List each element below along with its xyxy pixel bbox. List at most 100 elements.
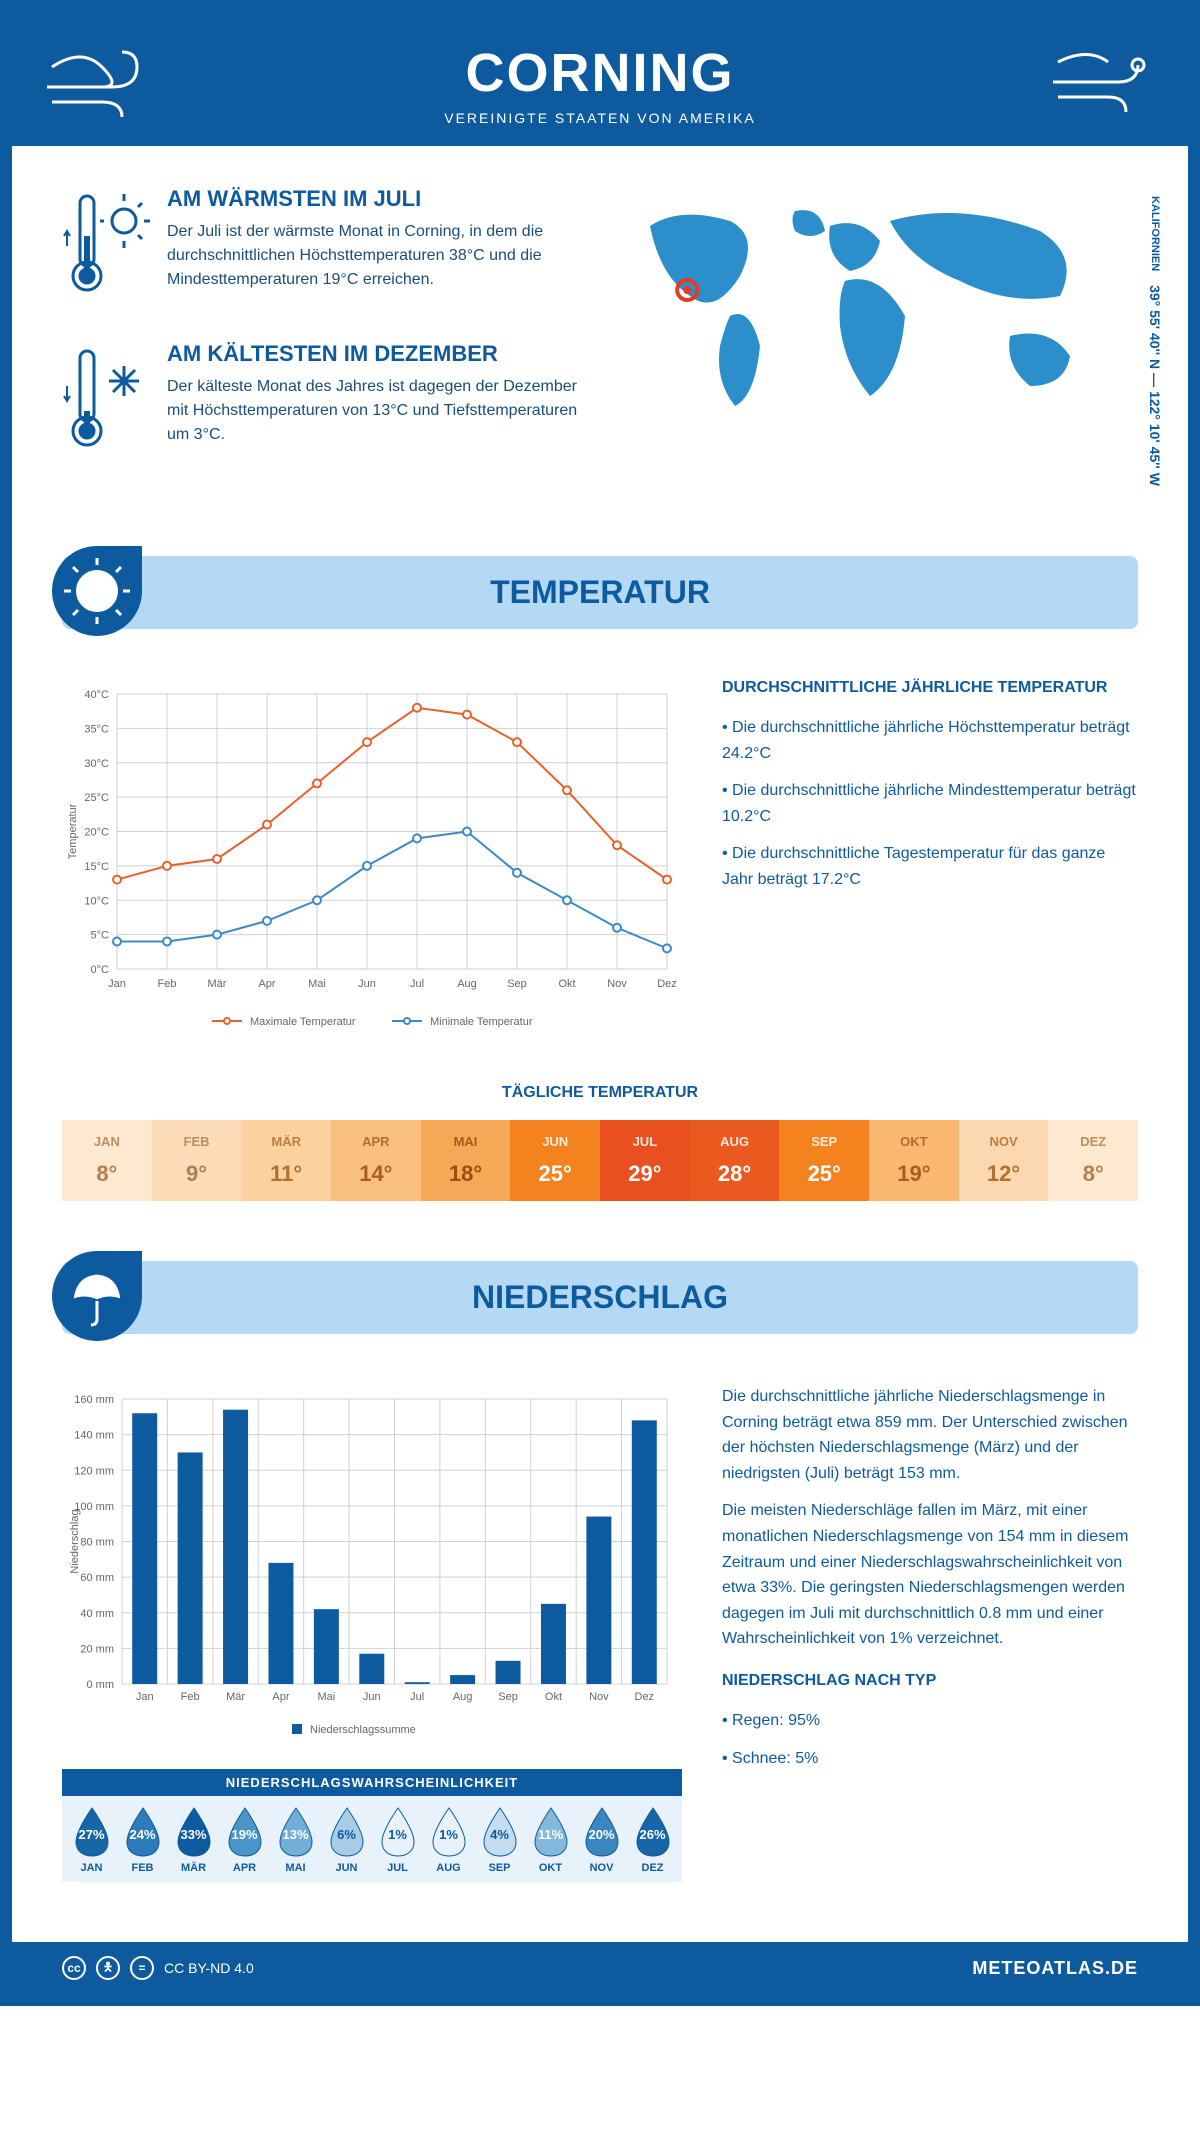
svg-text:Temperatur: Temperatur [67,803,79,859]
city-title: CORNING [12,42,1188,104]
daily-temp-cell: AUG28° [690,1120,780,1201]
precip-prob-drop: 4% SEP [474,1806,525,1874]
coldest-fact: AM KÄLTESTEN IM DEZEMBER Der kälteste Mo… [62,341,580,466]
coldest-text: Der kälteste Monat des Jahres ist dagege… [167,375,580,447]
svg-text:Dez: Dez [635,1691,655,1703]
svg-text:Nov: Nov [589,1691,609,1703]
daily-temp-cell: NOV12° [959,1120,1049,1201]
precip-title: NIEDERSCHLAG [82,1279,1118,1316]
svg-text:Apr: Apr [272,1691,289,1703]
svg-text:Jul: Jul [410,978,424,990]
precip-prob-drop: 20% NOV [576,1806,627,1874]
svg-text:Okt: Okt [558,978,575,990]
svg-text:Niederschlagssumme: Niederschlagssumme [310,1724,416,1736]
precip-prob-title: NIEDERSCHLAGSWAHRSCHEINLICHKEIT [62,1769,682,1796]
svg-text:Mär: Mär [208,978,227,990]
lon-label: 122° 10' 45'' W [1147,391,1163,486]
svg-text:20°C: 20°C [84,827,109,839]
sun-section-icon [52,546,142,636]
precip-prob-drop: 6% JUN [321,1806,372,1874]
svg-text:160 mm: 160 mm [74,1394,114,1406]
precip-prob-drop: 1% JUL [372,1806,423,1874]
precip-by-type-title: NIEDERSCHLAG NACH TYP [722,1672,1138,1690]
svg-text:Jun: Jun [358,978,376,990]
svg-text:35°C: 35°C [84,723,109,735]
daily-temp-cell: JUL29° [600,1120,690,1201]
precip-probability-panel: NIEDERSCHLAGSWAHRSCHEINLICHKEIT 27% JAN … [62,1769,682,1882]
precip-bar-chart: 0 mm20 mm40 mm60 mm80 mm100 mm120 mm140 … [62,1384,682,1749]
site-name: METEOATLAS.DE [972,1958,1138,1979]
precip-p2: Die meisten Niederschläge fallen im März… [722,1498,1138,1652]
header: CORNING VEREINIGTE STAATEN VON AMERIKA [12,12,1188,146]
daily-temp-cell: MÄR11° [241,1120,331,1201]
lat-label: 39° 55' 40'' N [1147,285,1163,369]
warmest-title: AM WÄRMSTEN IM JULI [167,186,580,212]
svg-text:20 mm: 20 mm [80,1643,114,1655]
svg-text:15°C: 15°C [84,861,109,873]
wind-icon-right [1038,37,1158,127]
country-subtitle: VEREINIGTE STAATEN VON AMERIKA [12,110,1188,126]
precip-prob-drop: 33% MÄR [168,1806,219,1874]
svg-text:Jul: Jul [410,1691,424,1703]
daily-temperature-table: TÄGLICHE TEMPERATUR JAN8°FEB9°MÄR11°APR1… [12,1074,1188,1241]
svg-text:Jan: Jan [108,978,126,990]
svg-text:40 mm: 40 mm [80,1608,114,1620]
svg-text:Niederschlag: Niederschlag [69,1509,81,1573]
warmest-fact: AM WÄRMSTEN IM JULI Der Juli ist der wär… [62,186,580,311]
wind-icon-left [42,37,162,127]
svg-text:Jan: Jan [136,1691,154,1703]
daily-temp-cell: DEZ8° [1048,1120,1138,1201]
svg-text:40°C: 40°C [84,689,109,701]
svg-text:0°C: 0°C [91,964,110,976]
svg-text:Nov: Nov [607,978,627,990]
avg-bullet-1: • Die durchschnittliche jährliche Höchst… [722,715,1138,766]
temperature-title: TEMPERATUR [82,574,1118,611]
precip-prob-drop: 26% DEZ [627,1806,678,1874]
svg-text:Aug: Aug [453,1691,473,1703]
state-label: KALIFORNIEN [1149,196,1161,271]
daily-temp-cell: FEB9° [152,1120,242,1201]
precip-prob-drop: 11% OKT [525,1806,576,1874]
svg-text:80 mm: 80 mm [80,1537,114,1549]
daily-temp-cell: JAN8° [62,1120,152,1201]
precip-prob-drop: 24% FEB [117,1806,168,1874]
svg-text:Dez: Dez [657,978,677,990]
temperature-line-chart: 0°C5°C10°C15°C20°C25°C30°C35°C40°CJanFeb… [62,679,682,1044]
avg-bullet-2: • Die durchschnittliche jährliche Mindes… [722,778,1138,829]
thermometer-snow-icon [62,341,152,466]
precip-prob-drop: 13% MAI [270,1806,321,1874]
svg-text:Apr: Apr [258,978,275,990]
daily-temp-cell: APR14° [331,1120,421,1201]
coldest-title: AM KÄLTESTEN IM DEZEMBER [167,341,580,367]
license-text: CC BY-ND 4.0 [164,1960,254,1976]
daily-temp-title: TÄGLICHE TEMPERATUR [62,1084,1138,1102]
warmest-text: Der Juli ist der wärmste Monat in Cornin… [167,220,580,292]
precip-p1: Die durchschnittliche jährliche Niedersc… [722,1384,1138,1486]
svg-text:Minimale Temperatur: Minimale Temperatur [430,1016,533,1028]
svg-text:Mai: Mai [308,978,326,990]
averages-title: DURCHSCHNITTLICHE JÄHRLICHE TEMPERATUR [722,679,1138,697]
daily-temp-cell: JUN25° [510,1120,600,1201]
footer: cc 🯅 = CC BY-ND 4.0 METEOATLAS.DE [12,1942,1188,1994]
precip-prob-drop: 1% AUG [423,1806,474,1874]
svg-text:60 mm: 60 mm [80,1572,114,1584]
precip-rain: • Regen: 95% [722,1708,1138,1734]
svg-text:Sep: Sep [507,978,527,990]
svg-text:Feb: Feb [158,978,177,990]
svg-text:120 mm: 120 mm [74,1465,114,1477]
intro-section: AM WÄRMSTEN IM JULI Der Juli ist der wär… [12,146,1188,536]
svg-text:10°C: 10°C [84,895,109,907]
precip-section-header: NIEDERSCHLAG [62,1261,1138,1334]
daily-temp-cell: OKT19° [869,1120,959,1201]
svg-text:Okt: Okt [545,1691,562,1703]
nd-icon: = [130,1956,154,1980]
daily-temp-cell: MAI18° [421,1120,511,1201]
temperature-averages: DURCHSCHNITTLICHE JÄHRLICHE TEMPERATUR •… [722,679,1138,1044]
precip-prob-drop: 19% APR [219,1806,270,1874]
svg-text:25°C: 25°C [84,792,109,804]
thermometer-sun-icon [62,186,152,311]
svg-text:5°C: 5°C [91,930,110,942]
svg-text:Jun: Jun [363,1691,381,1703]
precip-prob-drop: 27% JAN [66,1806,117,1874]
avg-bullet-3: • Die durchschnittliche Tagestemperatur … [722,841,1138,892]
